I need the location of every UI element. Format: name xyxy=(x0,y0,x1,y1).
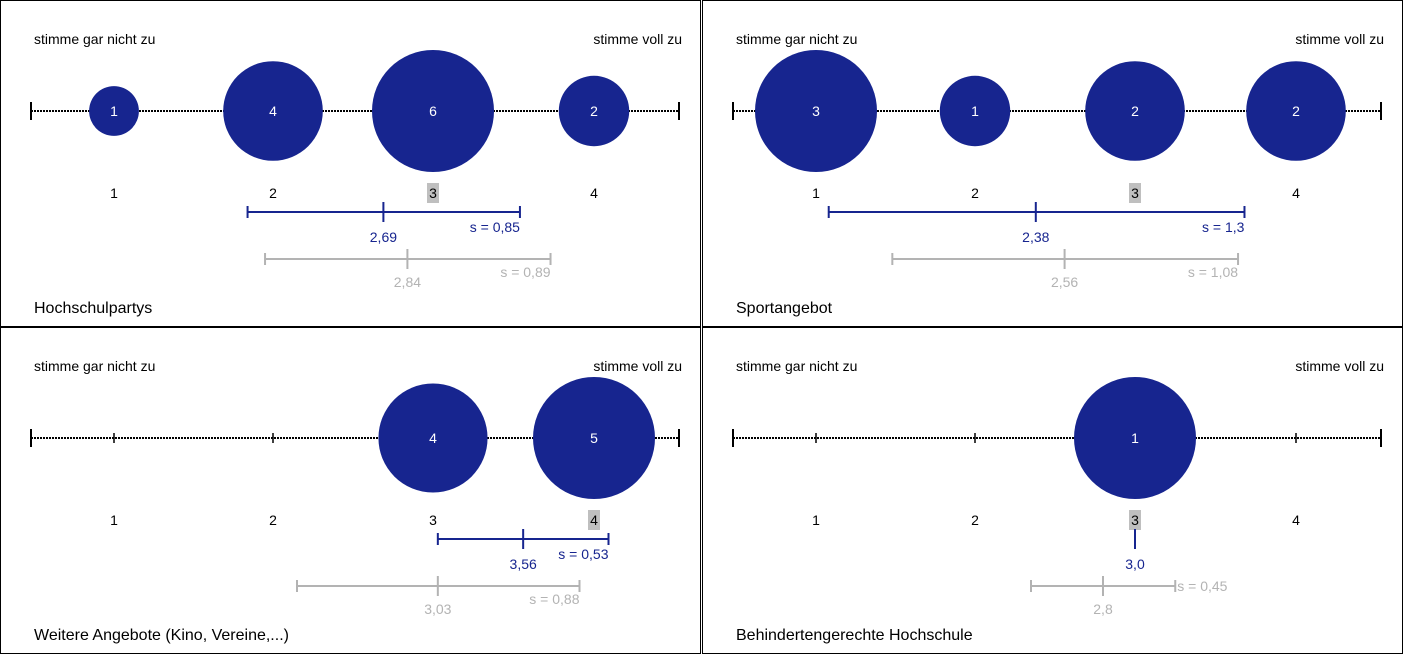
sd-label: s = 0,85 xyxy=(470,219,520,235)
compare-sd-label: s = 0,45 xyxy=(1177,578,1227,594)
compare-mean-label: 2,84 xyxy=(394,274,421,290)
panel-title: Weitere Angebote (Kino, Vereine,...) xyxy=(34,627,289,644)
scale-highlight xyxy=(588,510,600,530)
bubble-count-label: 2 xyxy=(1131,103,1139,119)
scale-label: 4 xyxy=(590,185,598,201)
scale-label: 2 xyxy=(269,185,277,201)
scale-right-label: stimme voll zu xyxy=(1295,31,1384,47)
mean-label: 2,69 xyxy=(370,229,397,245)
scale-label: 4 xyxy=(1292,512,1300,528)
bubble xyxy=(533,377,655,499)
chart-panel-3: stimme gar nicht zu stimme voll zu 1 2 4 3 5… xyxy=(0,327,701,654)
bubble xyxy=(1085,61,1185,161)
bubble-count-label: 3 xyxy=(812,103,820,119)
scale-left-label: stimme gar nicht zu xyxy=(736,31,858,47)
scale-label: 3 xyxy=(1131,185,1139,201)
bubble xyxy=(223,61,323,161)
bubble-chart-svg: 3 1 1 2 2 3 2 4 s = 1,3 2,38 s = 1,08 2,56 xyxy=(732,50,1382,290)
compare-sd-label: s = 0,88 xyxy=(529,591,579,607)
scale-highlight xyxy=(1129,183,1141,203)
bubble xyxy=(1246,61,1346,161)
bubble-count-label: 4 xyxy=(429,430,437,446)
scale-label: 1 xyxy=(110,512,118,528)
bubble xyxy=(755,50,877,172)
scale-left-label: stimme gar nicht zu xyxy=(34,358,156,374)
scale-label: 1 xyxy=(812,185,820,201)
bubble-count-label: 2 xyxy=(590,103,598,119)
bubble-count-label: 1 xyxy=(971,103,979,119)
bubble-count-label: 2 xyxy=(1292,103,1300,119)
bubble-count-label: 5 xyxy=(590,430,598,446)
compare-mean-label: 2,8 xyxy=(1093,601,1113,617)
scale-right-label: stimme voll zu xyxy=(593,31,682,47)
bubble xyxy=(1074,377,1196,499)
scale-right-label: stimme voll zu xyxy=(1295,358,1384,374)
bubble xyxy=(558,75,630,147)
mean-label: 2,38 xyxy=(1022,229,1049,245)
scale-highlight xyxy=(1129,510,1141,530)
scale-label: 1 xyxy=(110,185,118,201)
compare-sd-label: s = 0,89 xyxy=(500,264,550,280)
panel-title: Sportangebot xyxy=(736,300,833,317)
scale-left-label: stimme gar nicht zu xyxy=(736,358,858,374)
scale-label: 3 xyxy=(429,512,437,528)
bubble xyxy=(372,50,494,172)
sd-label: s = 0,53 xyxy=(558,546,608,562)
bubble-count-label: 6 xyxy=(429,103,437,119)
panel-title: Hochschulpartys xyxy=(34,300,153,317)
panel-title: Behindertengerechte Hochschule xyxy=(736,627,973,644)
mean-label: 3,56 xyxy=(510,556,537,572)
bubble-count-label: 4 xyxy=(269,103,277,119)
bubble-count-label: 1 xyxy=(110,103,118,119)
sd-label: s = 1,3 xyxy=(1202,219,1245,235)
bubble-count-label: 1 xyxy=(1131,430,1139,446)
scale-label: 3 xyxy=(1131,512,1139,528)
scale-label: 3 xyxy=(429,185,437,201)
scale-label: 2 xyxy=(971,512,979,528)
bubble-chart-svg: 1 2 4 3 5 4 s = 0,53 3,56 s = 0,88 3,03 xyxy=(30,377,680,617)
bubble xyxy=(939,75,1011,147)
compare-sd-label: s = 1,08 xyxy=(1188,264,1238,280)
chart-panel-4: stimme gar nicht zu stimme voll zu 1 2 1 3 4… xyxy=(702,327,1403,654)
chart-panel-1: stimme gar nicht zu stimme voll zu 1 1 4 2 6… xyxy=(0,0,701,327)
bubble xyxy=(89,86,139,136)
compare-mean-label: 2,56 xyxy=(1051,274,1078,290)
scale-label: 4 xyxy=(590,512,598,528)
chart-panel-2: stimme gar nicht zu stimme voll zu 3 1 1 2 2… xyxy=(702,0,1403,327)
compare-mean-label: 3,03 xyxy=(424,601,451,617)
scale-left-label: stimme gar nicht zu xyxy=(34,31,156,47)
bubble-chart-svg: 1 1 4 2 6 3 2 4 s = 0,85 2,69 s = 0,89 2,84 xyxy=(30,50,680,290)
scale-label: 2 xyxy=(971,185,979,201)
scale-right-label: stimme voll zu xyxy=(593,358,682,374)
bubble-chart-svg: 1 2 1 3 4 3,0 s = 0,45 2,8 xyxy=(732,377,1382,617)
scale-highlight xyxy=(427,183,439,203)
scale-label: 2 xyxy=(269,512,277,528)
scale-label: 4 xyxy=(1292,185,1300,201)
mean-label: 3,0 xyxy=(1125,556,1145,572)
scale-label: 1 xyxy=(812,512,820,528)
bubble xyxy=(378,383,488,493)
